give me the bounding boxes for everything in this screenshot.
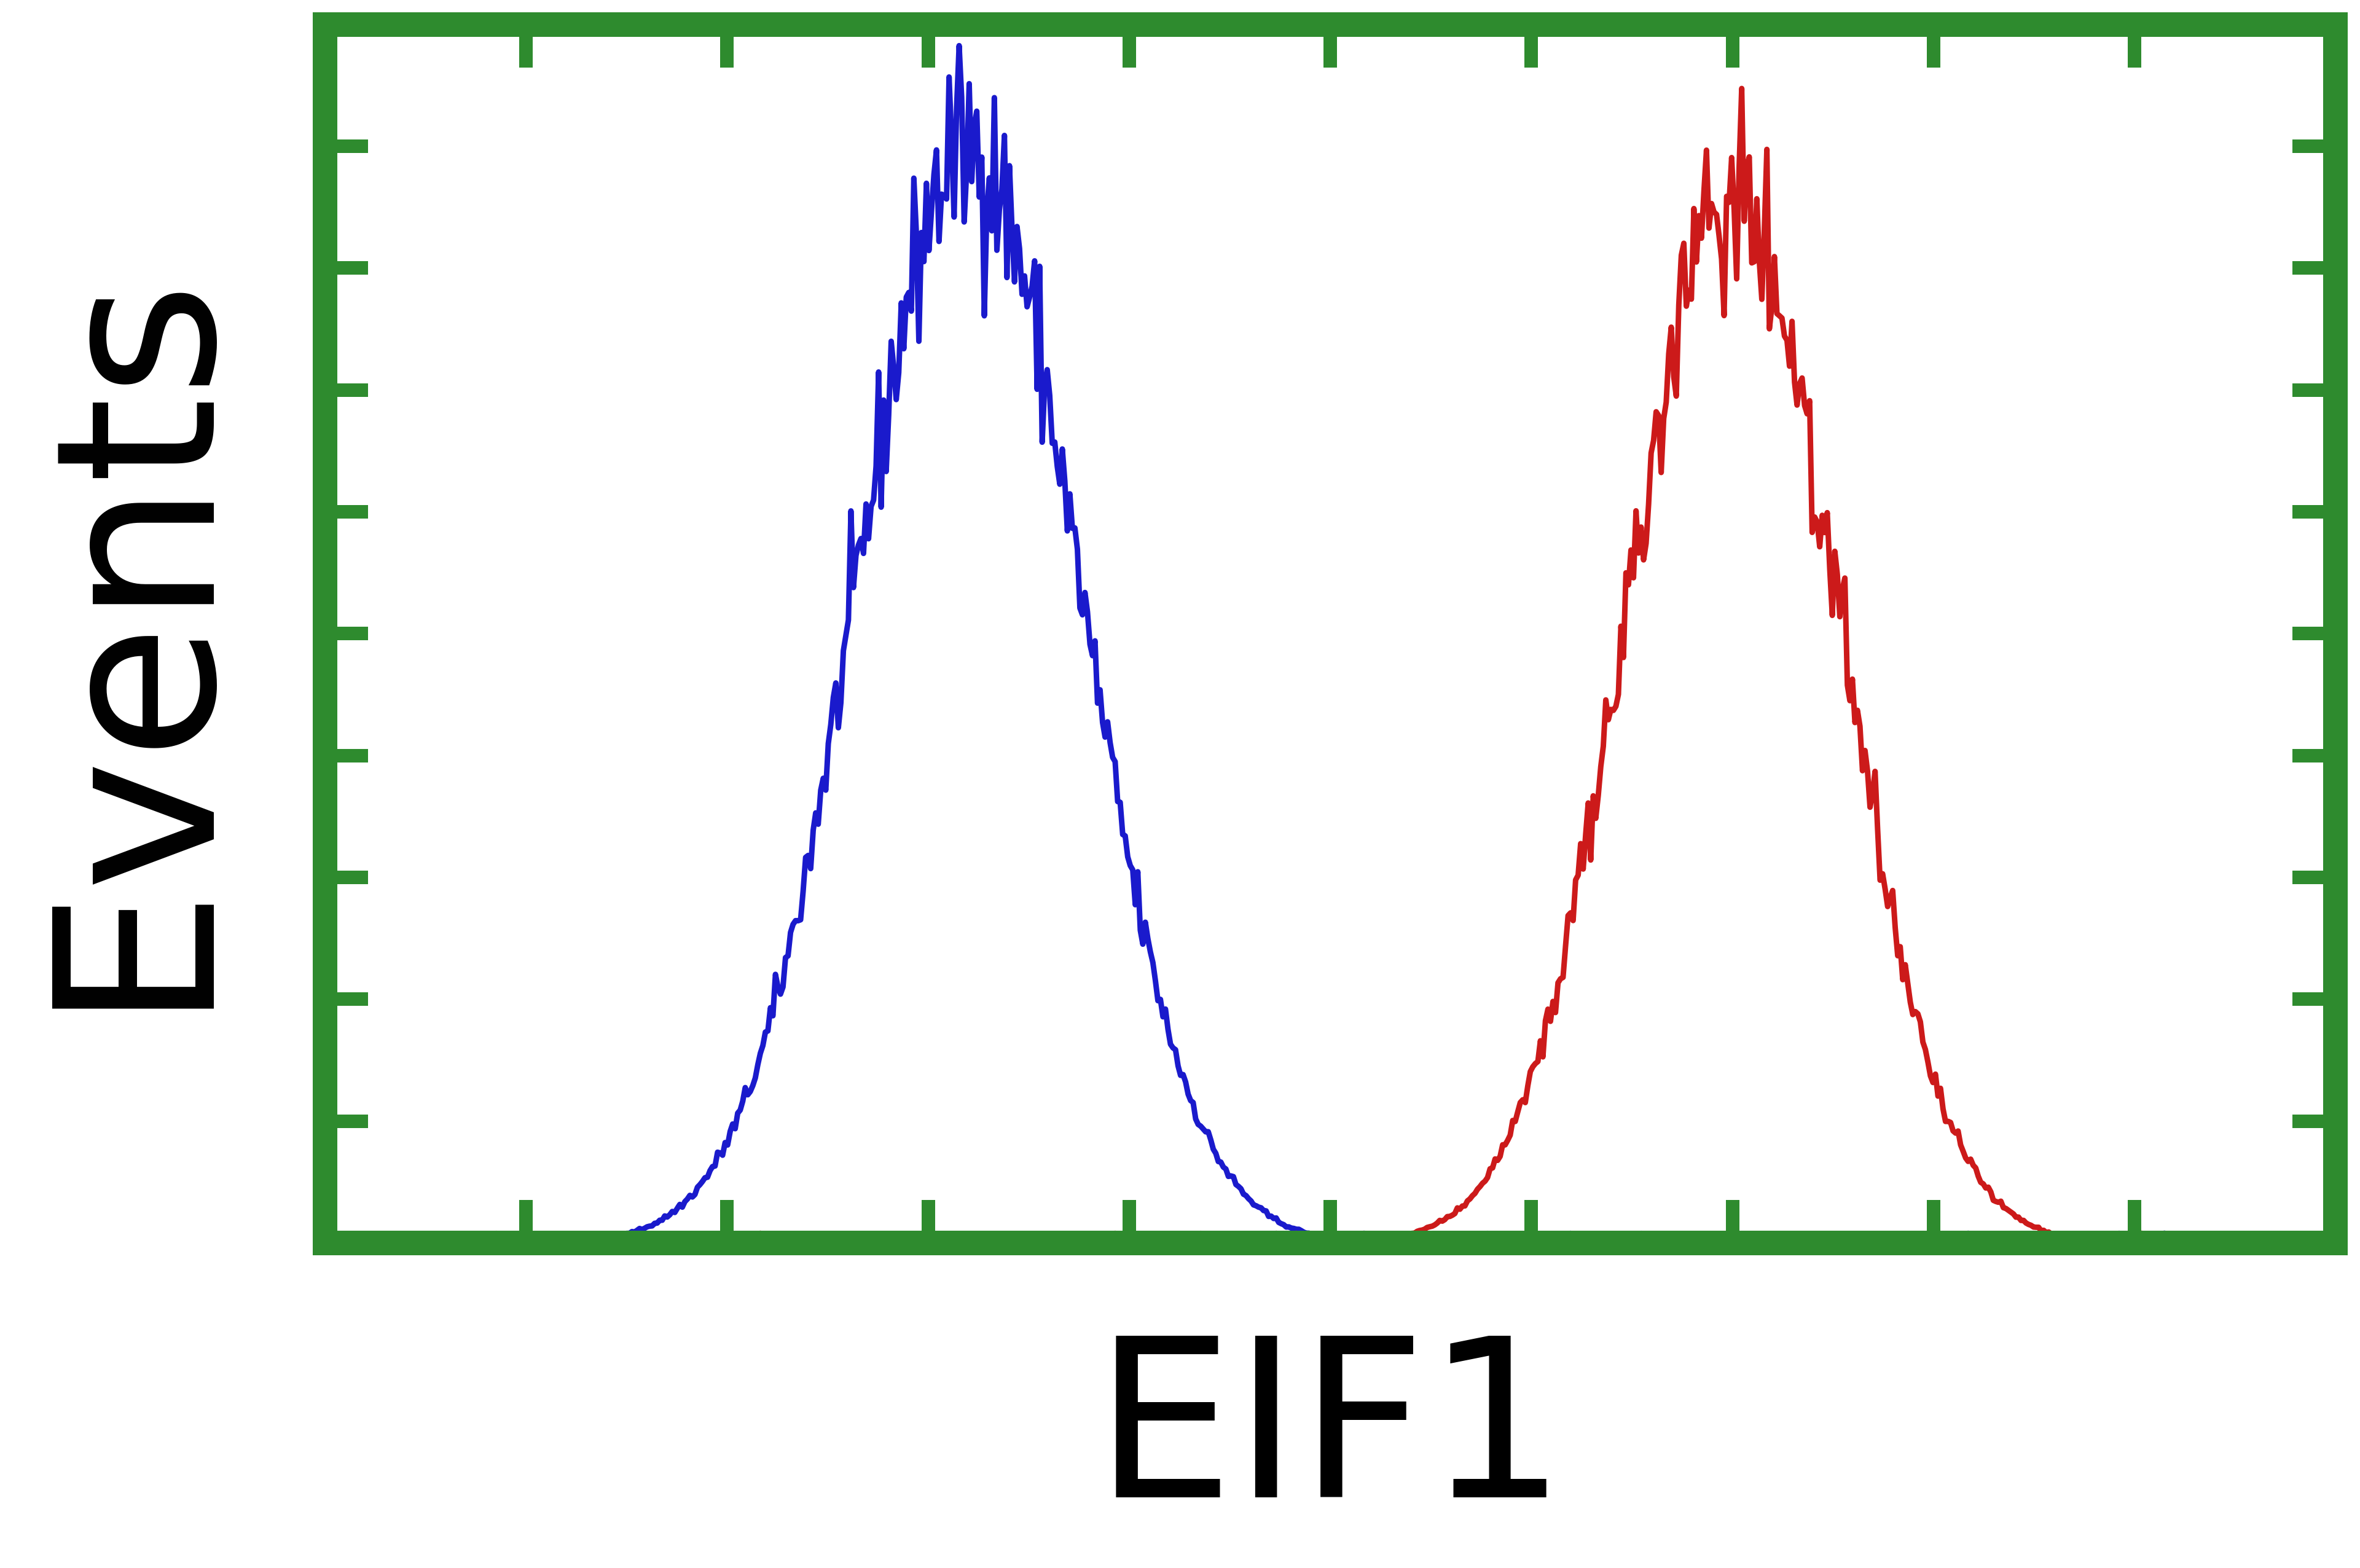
- Y-axis label: Events: Events: [24, 259, 238, 1008]
- X-axis label: EIF1: EIF1: [1093, 1330, 1567, 1543]
